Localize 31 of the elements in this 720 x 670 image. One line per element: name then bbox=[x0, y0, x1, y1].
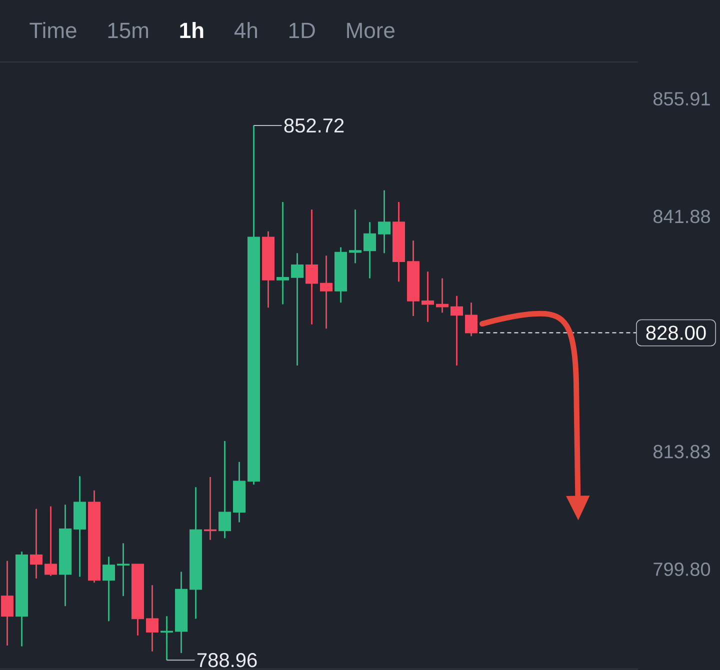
candlestick bbox=[1, 560, 14, 646]
text: More bbox=[347, 22, 394, 38]
candlestick bbox=[291, 252, 304, 366]
y-tick-label: 813.83 bbox=[654, 444, 710, 458]
candlestick bbox=[44, 506, 57, 577]
ref-line-label: 828.00 bbox=[646, 326, 706, 340]
candlestick bbox=[422, 270, 434, 323]
annotation: 788.96 bbox=[197, 653, 257, 668]
candlestick bbox=[117, 542, 130, 597]
candlestick bbox=[218, 440, 231, 539]
text: Time bbox=[30, 22, 76, 38]
candlestick bbox=[349, 208, 362, 264]
annotation: 852.72 bbox=[284, 118, 344, 133]
text: 4h bbox=[234, 22, 257, 38]
y-tick-label: 855.91 bbox=[654, 92, 710, 106]
candlestick bbox=[102, 556, 115, 622]
y-tick-label: 799.80 bbox=[654, 562, 710, 576]
candlestick bbox=[320, 254, 332, 330]
candlestick bbox=[306, 208, 318, 326]
candlestick bbox=[30, 508, 42, 580]
text: 15m bbox=[108, 22, 148, 38]
candlestick bbox=[276, 201, 289, 305]
text: 1h bbox=[180, 22, 204, 38]
candlestick bbox=[465, 302, 478, 337]
text: 1D bbox=[289, 22, 315, 38]
y-tick-label: 841.88 bbox=[654, 210, 710, 224]
candlestick bbox=[378, 190, 391, 254]
candlestick bbox=[436, 278, 449, 314]
candlestick bbox=[146, 584, 158, 652]
candlestick bbox=[364, 221, 376, 280]
candlestick bbox=[450, 295, 464, 366]
